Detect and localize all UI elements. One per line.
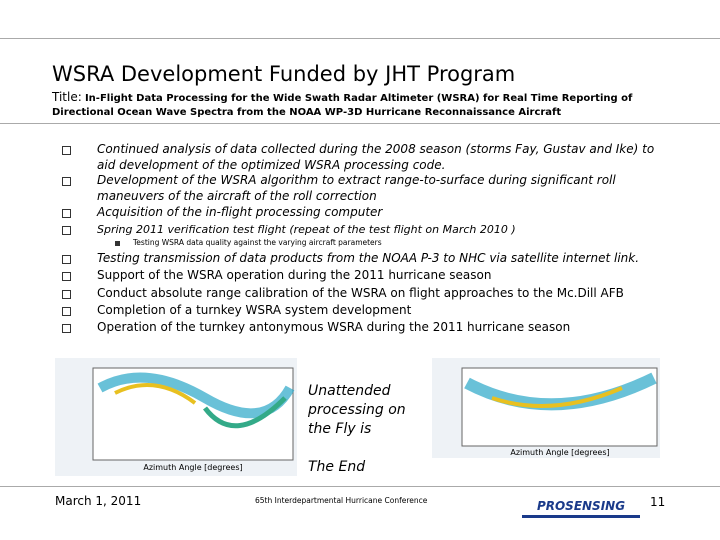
rule <box>0 123 720 124</box>
bullet-marker <box>62 306 71 316</box>
conference: 65th Interdepartmental Hurricane Confere… <box>255 496 428 505</box>
subtitle: Title: In-Flight Data Processing for the… <box>52 90 662 120</box>
subtitle-label: Title: <box>52 90 82 104</box>
bullet: Operation of the turnkey antonymous WSRA… <box>97 320 571 335</box>
rule <box>0 38 720 39</box>
figure-left: Azimuth Angle [degrees] <box>55 358 297 476</box>
x-label: Azimuth Angle [degrees] <box>143 463 242 472</box>
bullet: Development of the WSRA algorithm to ext… <box>97 173 616 203</box>
date: March 1, 2011 <box>55 494 142 508</box>
plot: Azimuth Angle [degrees] <box>461 367 658 457</box>
sub-bullet-marker <box>115 241 120 246</box>
rule <box>0 486 720 487</box>
bullet: Testing transmission of data products fr… <box>97 251 640 265</box>
bullet-marker <box>62 226 71 235</box>
plot: Azimuth Angle [degrees] <box>92 367 295 472</box>
bullet-marker <box>62 146 71 155</box>
bullet: Conduct absolute range calibration of th… <box>97 285 624 300</box>
sub-bullet: Testing WSRA data quality against the va… <box>133 238 382 247</box>
bullet-marker <box>62 255 71 264</box>
bullet-marker <box>62 289 71 299</box>
page-number: 11 <box>650 495 666 509</box>
bullet: Spring 2011 verification test flight (re… <box>97 223 516 236</box>
bullet: Completion of a turnkey WSRA system deve… <box>97 302 412 317</box>
callout: Unattended processing on the Fly is <box>308 383 406 437</box>
callout-end: The End <box>308 459 366 475</box>
title: WSRA Development Funded by JHT Program <box>52 62 516 86</box>
x-label: Azimuth Angle [degrees] <box>510 448 609 457</box>
bullet-marker <box>62 272 71 282</box>
bullet-marker <box>62 324 71 334</box>
bullet-marker <box>62 177 71 186</box>
logo: PROSENSING <box>522 499 640 518</box>
figure-right: Azimuth Angle [degrees] <box>432 358 660 458</box>
bullet: Support of the WSRA operation during the… <box>97 268 492 283</box>
bullet: Continued analysis of data collected dur… <box>97 142 655 172</box>
subtitle-text: In-Flight Data Processing for the Wide S… <box>52 93 633 118</box>
bullet: Acquisition of the in-flight processing … <box>97 205 383 219</box>
bullet-marker <box>62 209 71 218</box>
